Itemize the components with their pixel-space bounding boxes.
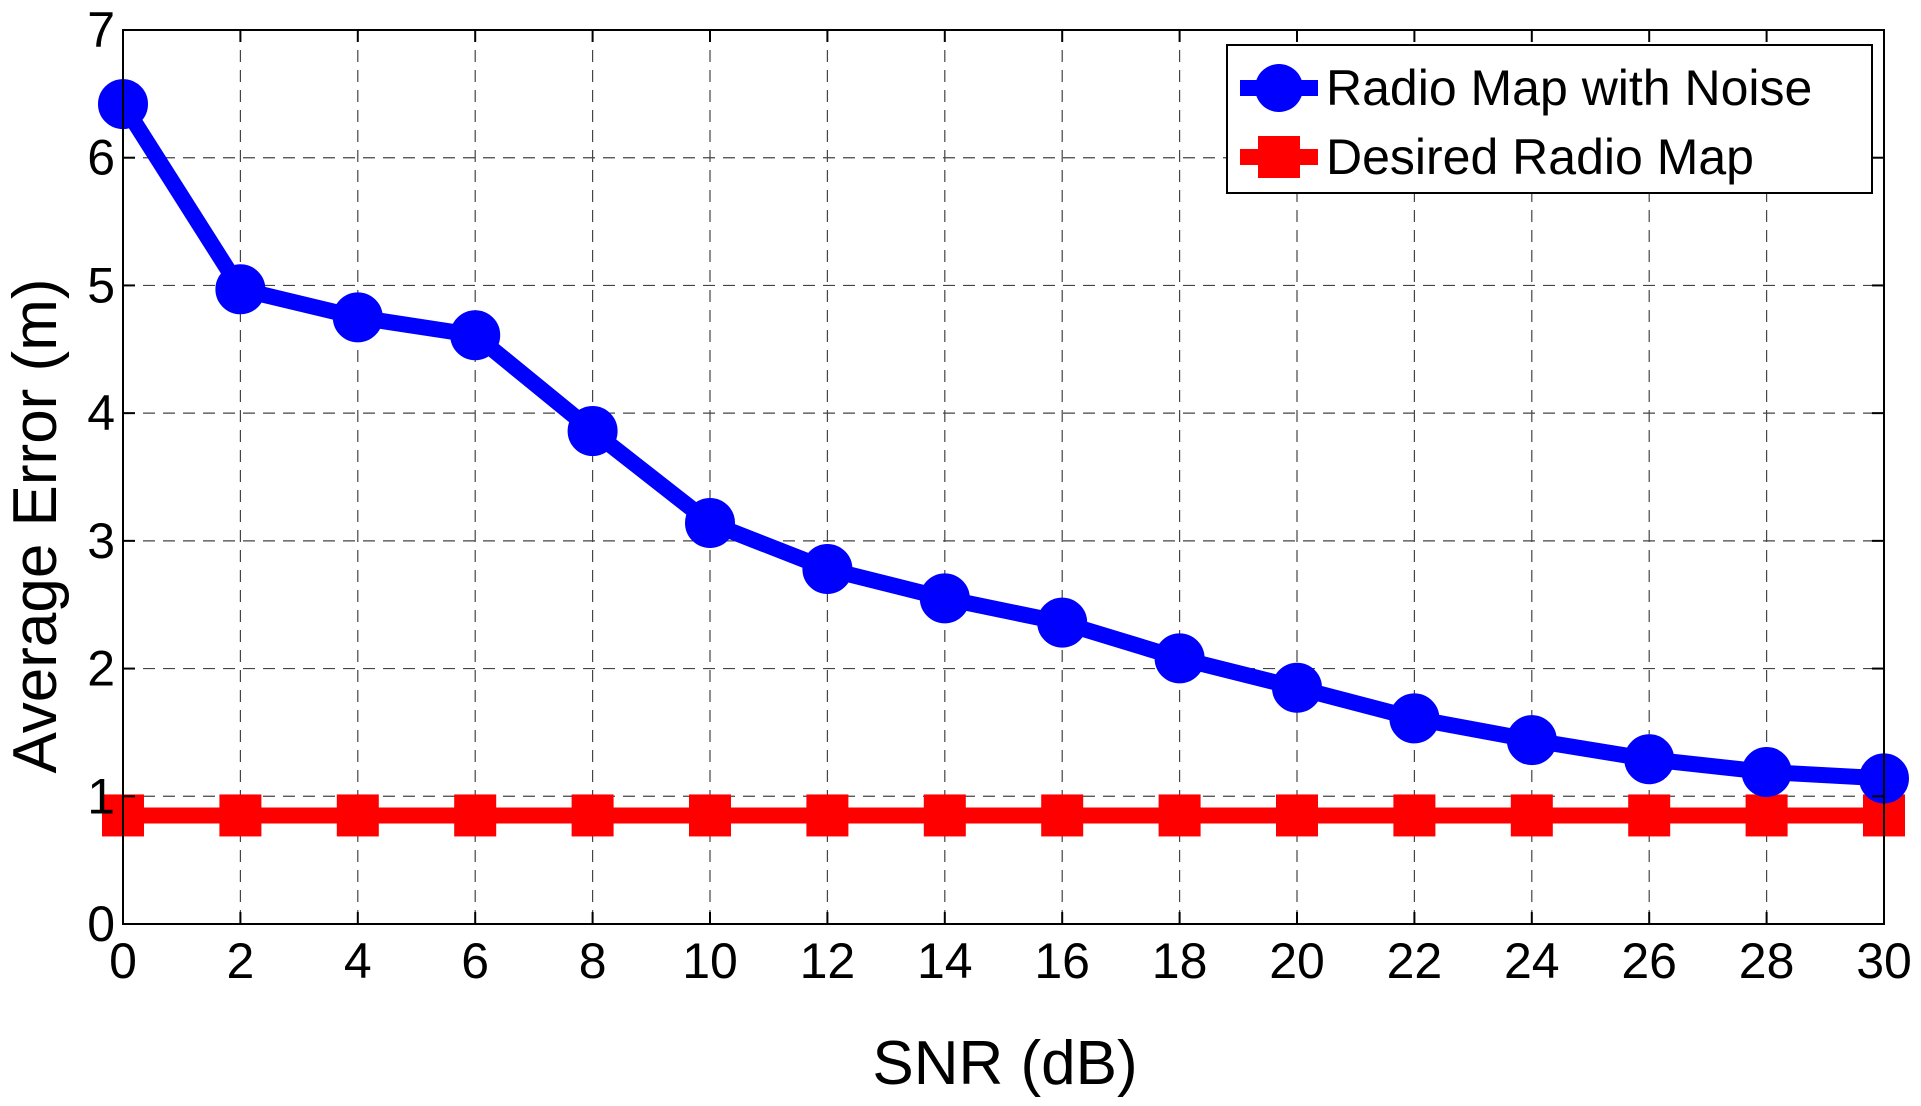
y-tick-label: 2 [87,641,115,697]
data-point [923,794,966,837]
x-tick-label: 6 [461,933,489,989]
data-point [1389,693,1440,744]
data-point [689,794,731,837]
data-point [802,543,853,594]
data-point [1158,794,1201,837]
legend-marker [1255,64,1303,112]
legend-marker [1258,136,1300,178]
x-tick-label: 14 [917,933,973,989]
y-tick-label: 0 [87,896,115,952]
data-point [567,406,618,457]
x-tick-label: 16 [1034,933,1090,989]
data-point [1154,633,1205,684]
y-tick-label: 6 [87,130,115,186]
data-point [1393,794,1436,837]
data-point [1741,747,1792,798]
x-tick-label: 2 [226,933,254,989]
data-point [332,292,383,343]
data-point [685,497,735,548]
y-tick-label: 5 [87,257,115,313]
series-layer [98,79,1909,837]
x-tick-label: 28 [1739,933,1795,989]
plot-frame [122,29,1885,925]
data-point [1041,794,1084,837]
data-point [1624,734,1675,785]
data-point [219,794,262,837]
data-point [806,794,849,837]
x-tick-label: 8 [579,933,607,989]
y-tick-label: 4 [87,385,115,441]
data-point [1745,794,1788,837]
y-axis-title: Average Error (m) [1,279,70,774]
data-point [450,310,501,361]
x-tick-label: 12 [800,933,856,989]
data-point [1510,794,1553,837]
legend-box [1226,44,1873,194]
data-point [1037,597,1088,648]
x-tick-label: 22 [1387,933,1443,989]
x-tick-label: 24 [1504,933,1560,989]
data-point [336,794,379,837]
x-tick-label: 10 [682,933,738,989]
y-tick-label: 7 [87,2,115,58]
y-tick-label: 3 [87,513,115,569]
legend-label: Radio Map with Noise [1326,60,1812,116]
data-point [919,573,970,624]
x-axis-title: SNR (dB) [872,1029,1137,1098]
data-point [1628,794,1671,837]
x-tick-label: 26 [1621,933,1677,989]
data-point [571,794,614,837]
x-tick-label: 30 [1856,933,1912,989]
grid [123,30,1884,924]
legend: Radio Map with Noise Desired Radio Map [1226,44,1873,194]
x-tick-label: 4 [344,933,372,989]
data-point [1506,715,1557,766]
data-point [454,794,497,837]
data-point [1272,662,1322,713]
x-tick-label: 20 [1269,933,1325,989]
x-tick-label: 0 [109,933,137,989]
data-point [1276,794,1318,837]
series-line [115,96,1892,787]
x-tick-label: 18 [1152,933,1208,989]
data-point [215,264,266,315]
y-tick-label: 1 [87,768,115,824]
legend-label: Desired Radio Map [1326,129,1754,185]
